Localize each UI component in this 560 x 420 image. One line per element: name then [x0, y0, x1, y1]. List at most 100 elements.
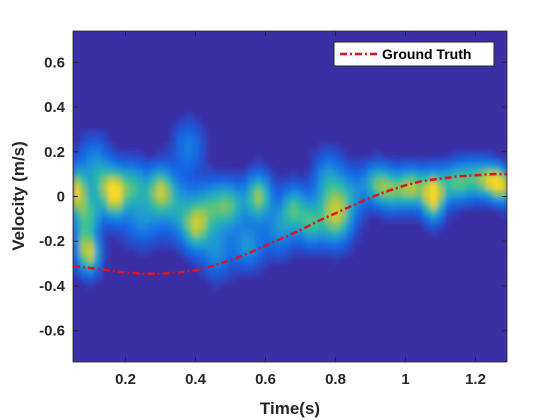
heatmap-cell: [374, 196, 382, 204]
heatmap-cell: [311, 229, 319, 237]
heatmap-cell: [87, 196, 95, 204]
heatmap-cell: [248, 262, 256, 270]
heatmap-cell: [143, 209, 151, 217]
heatmap-cell: [297, 189, 305, 198]
heatmap-cell: [304, 203, 312, 211]
heatmap-cell: [178, 229, 186, 237]
heatmap-cell: [157, 216, 165, 224]
heatmap-cell: [241, 262, 249, 270]
heatmap-cell: [192, 189, 200, 198]
heatmap-cell: [136, 229, 144, 237]
heatmap-cell: [213, 209, 221, 217]
heatmap-cell: [185, 136, 193, 145]
heatmap-cell: [262, 189, 270, 198]
heatmap-cell: [192, 123, 200, 131]
heatmap-cell: [122, 203, 130, 211]
heatmap-cell: [108, 196, 116, 204]
legend-label-ground-truth: Ground Truth: [382, 46, 471, 62]
heatmap-cell: [269, 170, 277, 178]
heatmap-cell: [241, 236, 249, 244]
heatmap-cell: [171, 242, 179, 251]
heatmap-cell: [206, 249, 214, 257]
heatmap-cell: [353, 209, 361, 217]
heatmap-cell: [73, 209, 81, 217]
heatmap-cell: [500, 176, 507, 184]
heatmap-cell: [150, 203, 158, 211]
heatmap-cell: [80, 196, 88, 204]
heatmap-cell: [283, 236, 291, 244]
heatmap-cell: [227, 262, 235, 270]
heatmap-cell: [101, 236, 109, 244]
heatmap-cell: [325, 203, 333, 211]
heatmap-cell: [220, 170, 228, 178]
heatmap-cell: [129, 176, 137, 184]
heatmap-cell: [255, 236, 263, 244]
heatmap-cell: [353, 183, 361, 191]
heatmap-cell: [220, 222, 228, 231]
heatmap-cell: [143, 156, 151, 164]
heatmap-cell: [206, 222, 214, 231]
heatmap-cell: [129, 183, 137, 191]
heatmap-cell: [444, 209, 452, 217]
heatmap-cell: [318, 222, 326, 231]
heatmap-cell: [234, 196, 242, 204]
heatmap-cell: [346, 209, 354, 217]
heatmap-cell: [493, 183, 501, 191]
heatmap-cell: [129, 156, 137, 164]
heatmap-cell: [409, 156, 417, 164]
heatmap-cell: [136, 222, 144, 231]
heatmap-cell: [164, 229, 172, 237]
heatmap-cell: [220, 242, 228, 251]
heatmap-cell: [87, 229, 95, 237]
heatmap-cell: [409, 209, 417, 217]
heatmap-cell: [311, 176, 319, 184]
heatmap-cell: [150, 242, 158, 251]
heatmap-cell: [87, 256, 95, 264]
heatmap-cell: [332, 163, 340, 171]
heatmap-cell: [409, 189, 417, 198]
heatmap-cell: [332, 236, 340, 244]
heatmap-cell: [192, 256, 200, 264]
heatmap-cell: [304, 229, 312, 237]
heatmap-cell: [339, 222, 347, 231]
heatmap-cell: [269, 242, 277, 251]
heatmap-cell: [185, 189, 193, 198]
heatmap-cell: [339, 156, 347, 164]
heatmap-cell: [185, 117, 193, 125]
heatmap-cell: [136, 249, 144, 257]
heatmap-cell: [157, 170, 165, 178]
heatmap-cell: [297, 176, 305, 184]
heatmap-cell: [472, 156, 480, 164]
heatmap-cell: [493, 176, 501, 184]
heatmap-cell: [94, 269, 102, 277]
heatmap-cell: [241, 176, 249, 184]
heatmap-cell: [73, 189, 81, 198]
heatmap-cell: [73, 143, 81, 151]
heatmap-cell: [150, 176, 158, 184]
heatmap-cell: [290, 203, 298, 211]
heatmap-cell: [444, 196, 452, 204]
heatmap-cell: [234, 209, 242, 217]
heatmap-cell: [423, 196, 431, 204]
heatmap-cell: [157, 183, 165, 191]
heatmap-cell: [234, 203, 242, 211]
heatmap-cell: [388, 209, 396, 217]
heatmap-cell: [108, 170, 116, 178]
heatmap-cell: [395, 203, 403, 211]
heatmap-cell: [339, 183, 347, 191]
heatmap-cell: [283, 242, 291, 251]
heatmap-cell: [73, 156, 81, 164]
heatmap-cell: [346, 216, 354, 224]
heatmap-cell: [143, 189, 151, 198]
heatmap-cell: [136, 156, 144, 164]
heatmap-cell: [94, 183, 102, 191]
heatmap-cell: [346, 163, 354, 171]
heatmap-cell: [346, 189, 354, 198]
heatmap-cell: [276, 242, 284, 251]
heatmap-cell: [101, 196, 109, 204]
heatmap-cell: [178, 136, 186, 145]
heatmap-cell: [437, 189, 445, 198]
heatmap-cell: [136, 163, 144, 171]
heatmap-cell: [129, 229, 137, 237]
heatmap-cell: [171, 150, 179, 158]
